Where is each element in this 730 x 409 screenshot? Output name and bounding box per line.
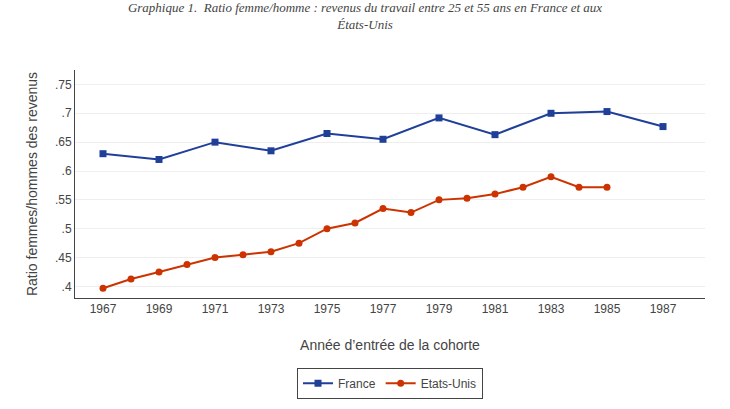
svg-text:.75: .75 — [55, 78, 72, 92]
svg-text:1969: 1969 — [146, 302, 173, 316]
svg-text:1977: 1977 — [370, 302, 397, 316]
svg-text:Graphique 1. Ratio femme/homm: Graphique 1. Ratio femme/homme : revenus… — [128, 0, 602, 32]
svg-text:.7: .7 — [62, 106, 72, 120]
svg-text:1981: 1981 — [482, 302, 509, 316]
svg-text:1987: 1987 — [650, 302, 677, 316]
svg-text:Etats-Unis: Etats-Unis — [421, 377, 476, 391]
svg-text:.4: .4 — [62, 280, 72, 294]
svg-text:1975: 1975 — [314, 302, 341, 316]
svg-text:1985: 1985 — [594, 302, 621, 316]
svg-text:1971: 1971 — [202, 302, 229, 316]
svg-text:1983: 1983 — [538, 302, 565, 316]
svg-text:.6: .6 — [62, 164, 72, 178]
svg-text:.65: .65 — [55, 135, 72, 149]
svg-text:France: France — [338, 377, 376, 391]
svg-text:Ratio femmes/hommes des revenu: Ratio femmes/hommes des revenus — [24, 72, 40, 296]
svg-text:1979: 1979 — [426, 302, 453, 316]
svg-text:.45: .45 — [55, 251, 72, 265]
svg-text:1973: 1973 — [258, 302, 285, 316]
svg-text:.55: .55 — [55, 193, 72, 207]
svg-text:Année d’entrée de la cohorte: Année d’entrée de la cohorte — [300, 337, 480, 353]
svg-text:1967: 1967 — [90, 302, 117, 316]
svg-text:.5: .5 — [62, 222, 72, 236]
